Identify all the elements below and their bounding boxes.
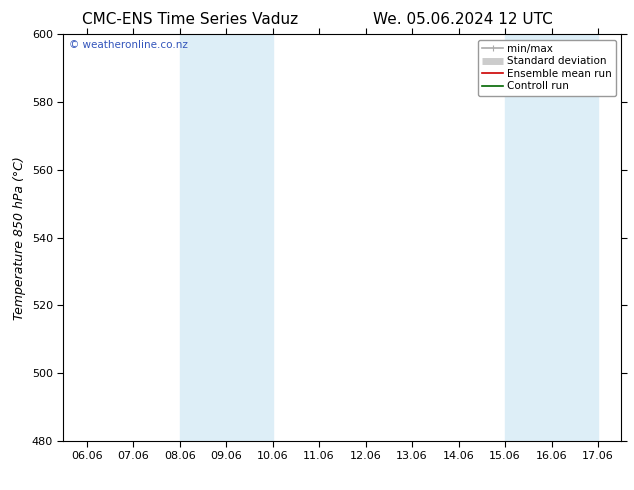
Legend: min/max, Standard deviation, Ensemble mean run, Controll run: min/max, Standard deviation, Ensemble me… [478, 40, 616, 96]
Text: © weatheronline.co.nz: © weatheronline.co.nz [69, 40, 188, 50]
Y-axis label: Temperature 850 hPa (°C): Temperature 850 hPa (°C) [13, 156, 26, 319]
Text: CMC-ENS Time Series Vaduz: CMC-ENS Time Series Vaduz [82, 12, 298, 27]
Text: We. 05.06.2024 12 UTC: We. 05.06.2024 12 UTC [373, 12, 553, 27]
Bar [505, 34, 598, 441]
Bar [179, 34, 273, 441]
